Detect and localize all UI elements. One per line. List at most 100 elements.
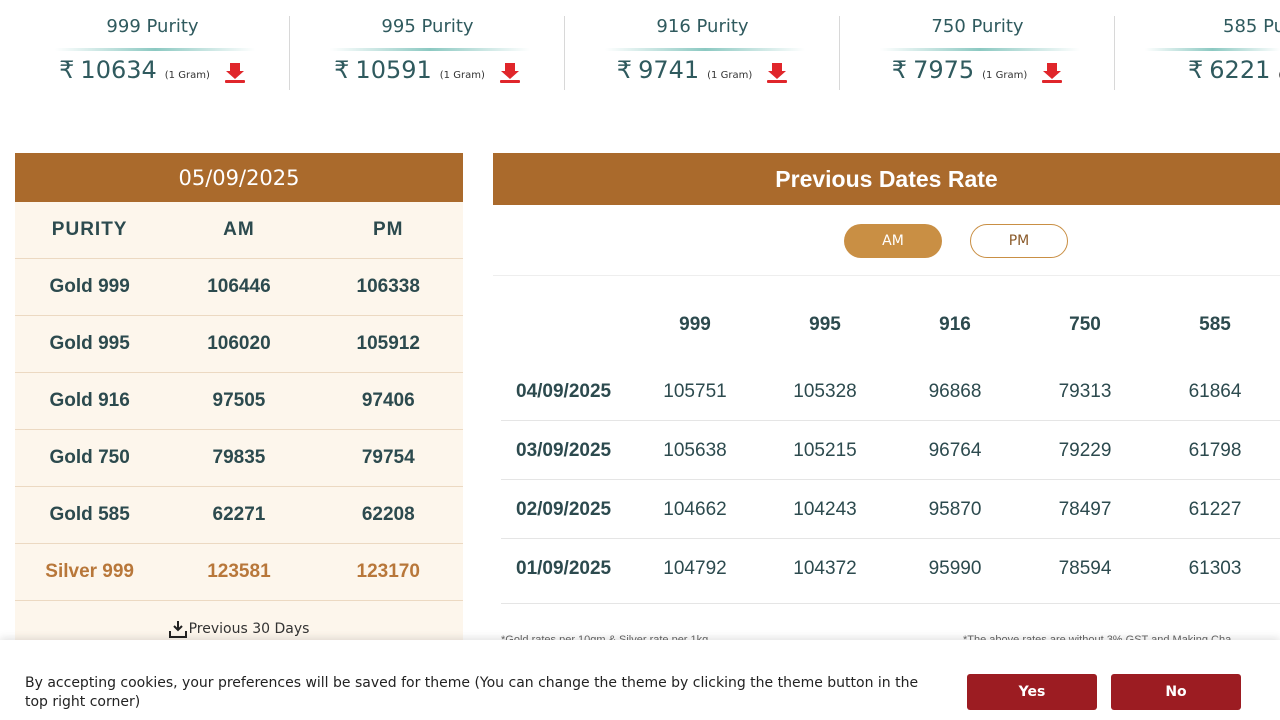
rupee-symbol: ₹ bbox=[59, 56, 75, 84]
purity-card-title: 995 Purity bbox=[381, 16, 474, 37]
am-rate: 79835 bbox=[212, 447, 266, 468]
purity-card-underline bbox=[330, 48, 530, 51]
trend-down-icon bbox=[224, 63, 245, 83]
rate-cell: 104372 bbox=[793, 558, 857, 579]
purity-card-750: 750 Purity ₹ 7975 (1 Gram) bbox=[840, 0, 1115, 90]
purity-card-unit: (1 Gram) bbox=[707, 70, 753, 81]
purity-card-unit: (1 Gram) bbox=[439, 70, 485, 81]
purity-card-price-row: ₹ 9741 (1 Gram) bbox=[565, 56, 840, 84]
purity-card-999: 999 Purity ₹ 10634 (1 Gram) bbox=[15, 0, 290, 90]
pm-rate: 105912 bbox=[356, 333, 420, 354]
purity-label: Gold 995 bbox=[49, 333, 130, 354]
pm-rate: 123170 bbox=[356, 561, 420, 582]
rupee-symbol: ₹ bbox=[616, 56, 633, 84]
today-date-header: 05/09/2025 bbox=[15, 153, 463, 202]
purity-card-unit: (1 Gram) bbox=[164, 70, 210, 81]
trend-down-icon bbox=[499, 63, 520, 83]
pm-toggle-button[interactable]: PM bbox=[970, 224, 1068, 258]
rate-cell: 104662 bbox=[663, 499, 727, 520]
purity-card-title: 585 Puri bbox=[1223, 16, 1280, 37]
purity-label: Gold 750 bbox=[49, 447, 130, 468]
cookie-no-button[interactable]: No bbox=[1111, 674, 1241, 710]
trend-down-icon bbox=[1042, 63, 1063, 83]
purity-label: Gold 916 bbox=[49, 390, 130, 411]
purity-card-price-row: ₹ 7975 (1 Gram) bbox=[840, 56, 1115, 84]
card-divider bbox=[839, 16, 840, 90]
column-header-am: AM bbox=[223, 219, 255, 240]
trend-down-icon bbox=[767, 63, 788, 83]
am-rate: 106446 bbox=[207, 276, 271, 297]
column-header-750: 750 bbox=[1069, 314, 1101, 335]
previous-dates-title: Previous Dates Rate bbox=[493, 153, 1280, 205]
column-header-585: 585 bbox=[1199, 314, 1231, 335]
divider bbox=[493, 275, 1280, 276]
rate-cell: 104792 bbox=[663, 558, 727, 579]
rate-cell: 105215 bbox=[793, 440, 857, 461]
column-header-995: 995 bbox=[809, 314, 841, 335]
rate-cell: 96764 bbox=[928, 440, 982, 461]
purity-card-underline bbox=[55, 48, 255, 51]
purity-card-price-row: ₹ 6221 ( bbox=[1115, 56, 1280, 84]
rate-cell: 61303 bbox=[1188, 558, 1242, 579]
purity-card-unit: (1 Gram) bbox=[982, 70, 1028, 81]
purity-card-value: 6221 bbox=[1209, 56, 1271, 84]
am-rate: 97505 bbox=[212, 390, 266, 411]
row-date: 03/09/2025 bbox=[516, 440, 612, 461]
rate-cell: 61227 bbox=[1188, 499, 1242, 520]
rate-cell: 104243 bbox=[793, 499, 857, 520]
rupee-symbol: ₹ bbox=[891, 56, 908, 84]
purity-card-unit: ( bbox=[1278, 70, 1280, 81]
table-row: Gold 916 97505 97406 bbox=[15, 373, 463, 430]
purity-card-value: 7975 bbox=[913, 56, 975, 84]
am-rate: 62271 bbox=[212, 504, 266, 525]
purity-card-title: 999 Purity bbox=[106, 16, 199, 37]
column-header-pm: PM bbox=[372, 219, 404, 240]
download-icon bbox=[168, 620, 187, 638]
table-row-silver: Silver 999 123581 123170 bbox=[15, 544, 463, 601]
table-row: 04/09/2025 105751 105328 96868 79313 618… bbox=[501, 362, 1280, 421]
purity-card-title: 916 Purity bbox=[656, 16, 749, 37]
purity-card-585: 585 Puri ₹ 6221 ( bbox=[1115, 0, 1280, 90]
table-row: 03/09/2025 105638 105215 96764 79229 617… bbox=[501, 421, 1280, 480]
am-toggle-button[interactable]: AM bbox=[844, 224, 942, 258]
purity-card-value: 10634 bbox=[80, 56, 157, 84]
rate-cell: 105751 bbox=[663, 381, 727, 402]
purity-label: Gold 585 bbox=[49, 504, 130, 525]
pm-rate: 97406 bbox=[361, 390, 415, 411]
pm-rate: 79754 bbox=[361, 447, 415, 468]
am-rate: 123581 bbox=[207, 561, 271, 582]
cookie-yes-button[interactable]: Yes bbox=[967, 674, 1097, 710]
am-rate: 106020 bbox=[207, 333, 271, 354]
purity-card-value: 10591 bbox=[355, 56, 432, 84]
table-row: Gold 750 79835 79754 bbox=[15, 430, 463, 487]
rate-cell: 78594 bbox=[1058, 558, 1112, 579]
rate-cell: 105328 bbox=[793, 381, 857, 402]
purity-label: Gold 999 bbox=[49, 276, 130, 297]
today-rates-table: 05/09/2025 PURITY AM PM Gold 999 106446 … bbox=[15, 153, 463, 653]
table-header-row: PURITY AM PM bbox=[15, 202, 463, 259]
card-divider bbox=[1114, 16, 1115, 90]
purity-rate-strip: 999 Purity ₹ 10634 (1 Gram) 995 Purity ₹… bbox=[0, 0, 1280, 100]
purity-card-995: 995 Purity ₹ 10591 (1 Gram) bbox=[290, 0, 565, 90]
purity-card-value: 9741 bbox=[638, 56, 700, 84]
rupee-symbol: ₹ bbox=[334, 56, 350, 84]
rate-cell: 79229 bbox=[1058, 440, 1112, 461]
card-divider bbox=[289, 16, 290, 90]
pm-rate: 106338 bbox=[356, 276, 420, 297]
previous-30-days-label: Previous 30 Days bbox=[188, 620, 310, 637]
rate-cell: 95870 bbox=[928, 499, 982, 520]
previous-column-headers: 999 995 916 750 585 bbox=[493, 314, 1280, 338]
row-date: 02/09/2025 bbox=[516, 499, 612, 520]
table-row: 01/09/2025 104792 104372 95990 78594 613… bbox=[501, 539, 1280, 604]
purity-card-916: 916 Purity ₹ 9741 (1 Gram) bbox=[565, 0, 840, 90]
rate-cell: 95990 bbox=[928, 558, 982, 579]
purity-card-underline bbox=[880, 48, 1080, 51]
previous-30-days-download-link[interactable]: Previous 30 Days bbox=[15, 601, 463, 656]
row-date: 01/09/2025 bbox=[516, 558, 612, 579]
rate-cell: 105638 bbox=[663, 440, 727, 461]
rupee-symbol: ₹ bbox=[1188, 56, 1204, 84]
purity-card-title: 750 Purity bbox=[931, 16, 1024, 37]
cookie-consent-banner: By accepting cookies, your preferences w… bbox=[0, 640, 1280, 720]
rate-cell: 61864 bbox=[1188, 381, 1242, 402]
table-row: 02/09/2025 104662 104243 95870 78497 612… bbox=[501, 480, 1280, 539]
